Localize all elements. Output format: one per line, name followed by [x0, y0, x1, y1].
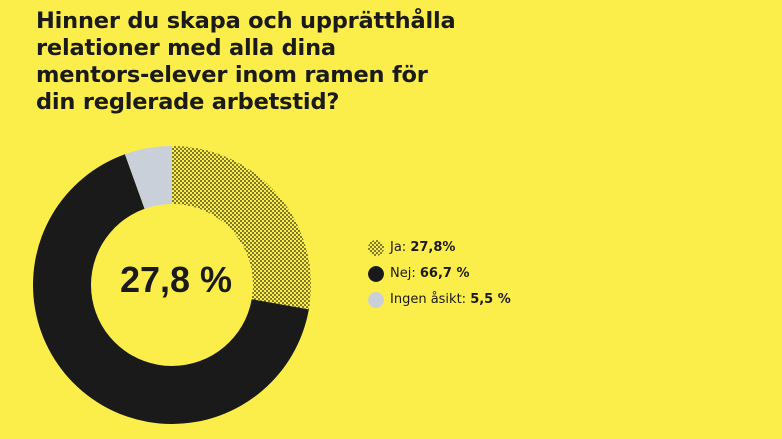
legend-value-ingen-asikt: 5,5 %	[470, 292, 511, 307]
slice-ja	[172, 146, 311, 310]
slice-ingen-asikt	[124, 146, 172, 209]
center-percentage-label: 27,8 %	[120, 259, 232, 300]
donut-slices	[33, 146, 311, 424]
legend-value-ja: 27,8%	[410, 240, 456, 255]
legend-label-ja: Ja:	[390, 240, 407, 255]
dotted-swatch-icon	[368, 240, 384, 256]
legend-item-ingen-asikt: Ingen åsikt: 5,5 %	[368, 292, 511, 308]
legend-item-ja: Ja: 27,8%	[368, 240, 511, 256]
legend-label-nej: Nej:	[390, 266, 416, 281]
chart-legend: Ja: 27,8% Nej: 66,7 % Ingen åsikt: 5,5 %	[368, 240, 511, 318]
grey-swatch-icon	[368, 292, 384, 308]
question-heading: Hinner du skapa och upprätthålla relatio…	[36, 8, 456, 115]
slice-nej	[33, 154, 309, 424]
legend-label-ingen-asikt: Ingen åsikt:	[390, 292, 467, 307]
black-swatch-icon	[368, 266, 384, 282]
legend-item-nej: Nej: 66,7 %	[368, 266, 511, 282]
legend-value-nej: 66,7 %	[419, 266, 470, 281]
